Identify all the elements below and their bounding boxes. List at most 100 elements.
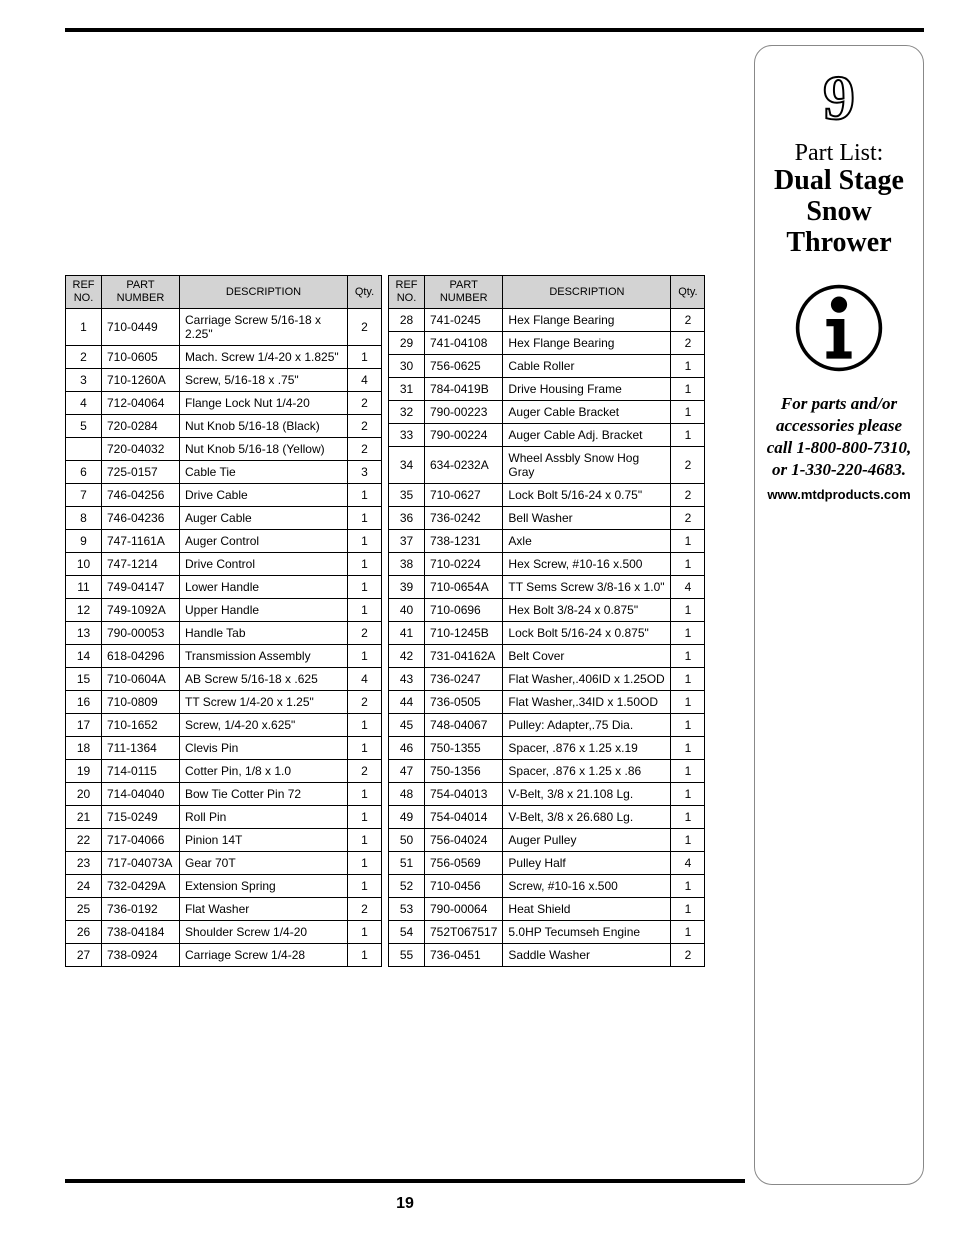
table-row: 1710-0449Carriage Screw 5/16-18 x 2.25"2 [66,309,382,346]
cell-qty: 2 [348,309,382,346]
cell-ref: 36 [389,507,425,530]
cell-desc: Flat Washer,.34ID x 1.50OD [503,691,671,714]
cell-qty: 1 [348,852,382,875]
cell-desc: Heat Shield [503,898,671,921]
cell-part: 720-0284 [102,415,180,438]
cell-qty: 2 [348,392,382,415]
cell-part: 738-0924 [102,944,180,967]
cell-desc: Gear 70T [180,852,348,875]
cell-ref: 4 [66,392,102,415]
cell-ref: 43 [389,668,425,691]
cell-part: 746-04256 [102,484,180,507]
cell-qty: 1 [671,691,705,714]
cell-desc: Spacer, .876 x 1.25 x.19 [503,737,671,760]
cell-qty: 1 [671,760,705,783]
cell-qty: 1 [348,599,382,622]
table-row: 17710-1652Screw, 1/4-20 x.625"1 [66,714,382,737]
cell-desc: TT Screw 1/4-20 x 1.25" [180,691,348,714]
cell-part: 732-0429A [102,875,180,898]
cell-desc: Auger Cable Bracket [503,401,671,424]
table-row: 46750-1355Spacer, .876 x 1.25 x.191 [389,737,705,760]
cell-part: 741-04108 [425,332,503,355]
cell-part: 749-1092A [102,599,180,622]
cell-qty: 1 [348,829,382,852]
cell-desc: Drive Housing Frame [503,378,671,401]
cell-qty: 1 [671,921,705,944]
cell-ref [66,438,102,461]
table-row: 25736-0192Flat Washer2 [66,898,382,921]
cell-desc: Wheel Assbly Snow Hog Gray [503,447,671,484]
cell-qty: 1 [671,530,705,553]
cell-ref: 47 [389,760,425,783]
cell-ref: 33 [389,424,425,447]
cell-ref: 48 [389,783,425,806]
sidebar: 9 Part List: Dual Stage Snow Thrower For… [754,45,924,1185]
cell-ref: 22 [66,829,102,852]
cell-ref: 13 [66,622,102,645]
cell-ref: 35 [389,484,425,507]
cell-ref: 52 [389,875,425,898]
parts-table-right: REFNO. PARTNUMBER DESCRIPTION Qty. 28741… [388,275,705,967]
cell-qty: 1 [671,783,705,806]
table-row: 34634-0232AWheel Assbly Snow Hog Gray2 [389,447,705,484]
cell-part: 710-0809 [102,691,180,714]
cell-part: 717-04073A [102,852,180,875]
cell-desc: Flange Lock Nut 1/4-20 [180,392,348,415]
cell-part: 715-0249 [102,806,180,829]
cell-qty: 1 [348,806,382,829]
table-row: 53790-00064Heat Shield1 [389,898,705,921]
cell-desc: Roll Pin [180,806,348,829]
cell-qty: 2 [348,691,382,714]
cell-part: 784-0419B [425,378,503,401]
col-part: PARTNUMBER [425,276,503,309]
cell-desc: V-Belt, 3/8 x 26.680 Lg. [503,806,671,829]
top-rule [65,28,924,32]
table-row: 39710-0654ATT Sems Screw 3/8-16 x 1.0"4 [389,576,705,599]
table-row: 7746-04256Drive Cable1 [66,484,382,507]
cell-qty: 2 [671,484,705,507]
cell-qty: 1 [671,378,705,401]
table-row: 43736-0247Flat Washer,.406ID x 1.25OD1 [389,668,705,691]
cell-part: 714-0115 [102,760,180,783]
cell-ref: 8 [66,507,102,530]
cell-ref: 29 [389,332,425,355]
cell-ref: 54 [389,921,425,944]
cell-qty: 3 [348,461,382,484]
cell-qty: 2 [348,622,382,645]
cell-ref: 38 [389,553,425,576]
cell-ref: 40 [389,599,425,622]
cell-qty: 1 [671,424,705,447]
cell-part: 790-00064 [425,898,503,921]
cell-ref: 27 [66,944,102,967]
cell-ref: 34 [389,447,425,484]
cell-qty: 4 [348,668,382,691]
cell-qty: 2 [348,898,382,921]
cell-desc: Auger Pulley [503,829,671,852]
cell-desc: Screw, #10-16 x.500 [503,875,671,898]
cell-part: 756-0625 [425,355,503,378]
cell-part: 738-04184 [102,921,180,944]
table-row: 9747-1161AAuger Control1 [66,530,382,553]
cell-desc: Shoulder Screw 1/4-20 [180,921,348,944]
table-row: 37738-1231Axle1 [389,530,705,553]
cell-desc: Flat Washer,.406ID x 1.25OD [503,668,671,691]
cell-desc: Lock Bolt 5/16-24 x 0.875" [503,622,671,645]
table-row: 720-04032Nut Knob 5/16-18 (Yellow)2 [66,438,382,461]
table-row: 27738-0924Carriage Screw 1/4-281 [66,944,382,967]
cell-desc: Nut Knob 5/16-18 (Yellow) [180,438,348,461]
cell-desc: Auger Cable Adj. Bracket [503,424,671,447]
col-qty: Qty. [348,276,382,309]
table-row: 19714-0115Cotter Pin, 1/8 x 1.02 [66,760,382,783]
cell-desc: Clevis Pin [180,737,348,760]
table-row: 2710-0605Mach. Screw 1/4-20 x 1.825"1 [66,346,382,369]
table-row: 50756-04024Auger Pulley1 [389,829,705,852]
cell-part: 710-0224 [425,553,503,576]
table-row: 32790-00223Auger Cable Bracket1 [389,401,705,424]
cell-part: 710-1652 [102,714,180,737]
cell-part: 618-04296 [102,645,180,668]
cell-qty: 1 [348,714,382,737]
table-row: 42731-04162ABelt Cover1 [389,645,705,668]
table-row: 6725-0157Cable Tie3 [66,461,382,484]
cell-desc: Pulley Half [503,852,671,875]
table-row: 15710-0604AAB Screw 5/16-18 x .6254 [66,668,382,691]
